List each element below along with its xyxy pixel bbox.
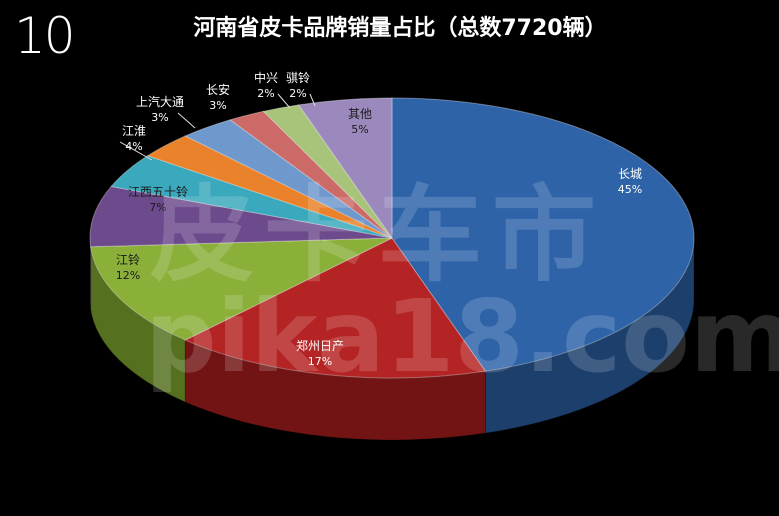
- slice-label-9: 其他: [348, 107, 372, 121]
- slice-label-7: 中兴: [254, 70, 278, 85]
- slice-value-7: 2%: [257, 87, 274, 100]
- watermark-cn: 皮卡车市: [150, 174, 607, 296]
- slice-value-9: 5%: [351, 123, 368, 136]
- slice-label-1: 郑州日产: [296, 338, 344, 353]
- pie-slice-7: [229, 110, 393, 239]
- slice-value-8: 2%: [289, 87, 306, 100]
- leader-line-7: [277, 93, 291, 109]
- slice-label-2: 江铃: [116, 252, 140, 267]
- slice-label-3: 江西五十铃: [128, 184, 188, 199]
- slice-value-4: 4%: [125, 140, 142, 153]
- slice-value-1: 17%: [308, 355, 332, 368]
- leader-line-4: [119, 141, 153, 161]
- slice-value-3: 7%: [149, 201, 166, 214]
- slice-value-6: 3%: [209, 99, 226, 112]
- slice-value-5: 3%: [151, 111, 168, 124]
- pie-slice-1: [184, 237, 487, 379]
- watermark-url: pika18.com: [145, 278, 779, 395]
- leader-line-8: [309, 93, 316, 107]
- pie-slice-3: [89, 185, 393, 248]
- slice-label-5: 上汽大通: [136, 94, 184, 109]
- slice-value-0: 45%: [618, 183, 642, 196]
- pie-slice-4: [110, 155, 393, 239]
- pie-slice-0: [391, 97, 695, 372]
- pie-slice-9: [297, 97, 393, 240]
- pie-slice-8: [262, 104, 393, 239]
- slice-label-8: 骐铃: [286, 70, 310, 85]
- pie-slice-6: [184, 119, 393, 239]
- slice-value-2: 12%: [116, 269, 140, 282]
- slice-label-4: 江淮: [122, 124, 146, 138]
- page-number-badge: 10: [14, 7, 76, 65]
- leader-line-5: [177, 112, 196, 129]
- pie-slice-5: [146, 135, 393, 239]
- slice-label-6: 长安: [206, 82, 230, 97]
- chart-title: 河南省皮卡品牌销量占比（总数7720辆）: [193, 16, 607, 41]
- pie-slice-2: [90, 237, 393, 341]
- slice-label-0: 长城: [618, 167, 642, 181]
